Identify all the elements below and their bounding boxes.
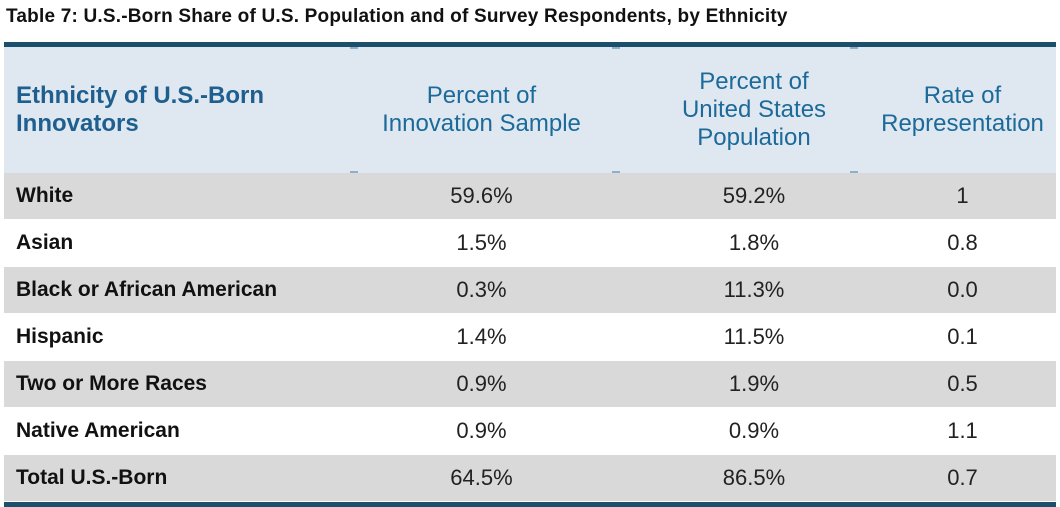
header-tick-mark [612, 171, 620, 173]
header-tick-mark [850, 47, 858, 49]
table-row: Asian 1.5% 1.8% 0.8 [4, 220, 1056, 267]
cell-sample-percent: 0.9% [456, 371, 507, 396]
table-row-total: Total U.S.-Born 64.5% 86.5% 0.7 [4, 455, 1056, 502]
table-top-rule [4, 42, 1056, 47]
table-row: Native American 0.9% 0.9% 1.1 [4, 408, 1056, 455]
cell-rate: 0.0 [947, 277, 978, 302]
header-innovation-sample-line-2: Innovation Sample [382, 110, 581, 137]
cell-population-percent: 0.9% [728, 418, 780, 443]
table-row: Black or African American 0.3% 11.3% 0.0 [4, 267, 1056, 314]
cell-rate: 0.8 [947, 230, 978, 255]
header-us-population-line-2: United States [681, 96, 827, 123]
header-tick-mark [350, 47, 358, 49]
cell-sample-percent: 1.4% [456, 324, 507, 349]
table-row: White 59.6% 59.2% 1 [4, 173, 1056, 220]
header-us-population-line-1: Percent of [699, 68, 809, 95]
table-caption: Table 7: U.S.-Born Share of U.S. Populat… [6, 6, 788, 27]
cell-sample-percent: 0.9% [456, 418, 507, 443]
cell-rate: 0.1 [947, 324, 978, 349]
table-row: Hispanic 1.4% 11.5% 0.1 [4, 314, 1056, 361]
cell-ethnicity: Black or African American [16, 278, 278, 301]
cell-rate: 1.1 [947, 418, 978, 443]
header-innovation-sample-line-1: Percent of [426, 82, 537, 109]
header-innovation-sample: Percent of Innovation Sample [324, 82, 639, 138]
cell-population-percent: 1.9% [728, 371, 780, 396]
header-ethnicity-line-2: Innovators [16, 110, 139, 137]
header-tick-mark [350, 171, 358, 173]
data-table: Ethnicity of U.S.-Born Innovators Percen… [4, 42, 1056, 507]
cell-ethnicity: Two or More Races [16, 372, 207, 395]
cell-ethnicity: Total U.S.-Born [16, 466, 168, 489]
cell-population-percent: 86.5% [722, 465, 786, 490]
header-ethnicity: Ethnicity of U.S.-Born Innovators [4, 82, 324, 138]
table-row: Two or More Races 0.9% 1.9% 0.5 [4, 361, 1056, 408]
cell-population-percent: 1.8% [728, 230, 780, 255]
cell-population-percent: 59.2% [722, 183, 786, 208]
cell-rate: 0.5 [947, 371, 978, 396]
cell-population-percent: 11.5% [723, 324, 785, 349]
header-ethnicity-line-1: Ethnicity of U.S.-Born [16, 82, 264, 109]
cell-sample-percent: 59.6% [450, 183, 513, 208]
cell-ethnicity: White [16, 184, 74, 207]
header-us-population: Percent of United States Population [639, 68, 869, 152]
cell-sample-percent: 0.3% [456, 277, 507, 302]
header-rate-of-representation: Rate of Representation [869, 82, 1056, 138]
table-header-row: Ethnicity of U.S.-Born Innovators Percen… [4, 47, 1056, 173]
header-tick-mark [612, 47, 620, 49]
header-tick-mark [850, 171, 858, 173]
cell-ethnicity: Native American [16, 419, 180, 442]
cell-sample-percent: 64.5% [450, 465, 513, 490]
cell-ethnicity: Hispanic [16, 325, 104, 348]
cell-sample-percent: 1.5% [456, 230, 507, 255]
table-bottom-rule [4, 502, 1056, 507]
cell-ethnicity: Asian [16, 231, 74, 254]
cell-population-percent: 11.3% [723, 277, 785, 302]
header-us-population-line-3: Population [697, 124, 811, 151]
header-rate-line-2: Representation [881, 110, 1044, 137]
cell-rate: 1 [956, 183, 969, 208]
header-rate-line-1: Rate of [923, 82, 1002, 109]
cell-rate: 0.7 [947, 465, 978, 490]
